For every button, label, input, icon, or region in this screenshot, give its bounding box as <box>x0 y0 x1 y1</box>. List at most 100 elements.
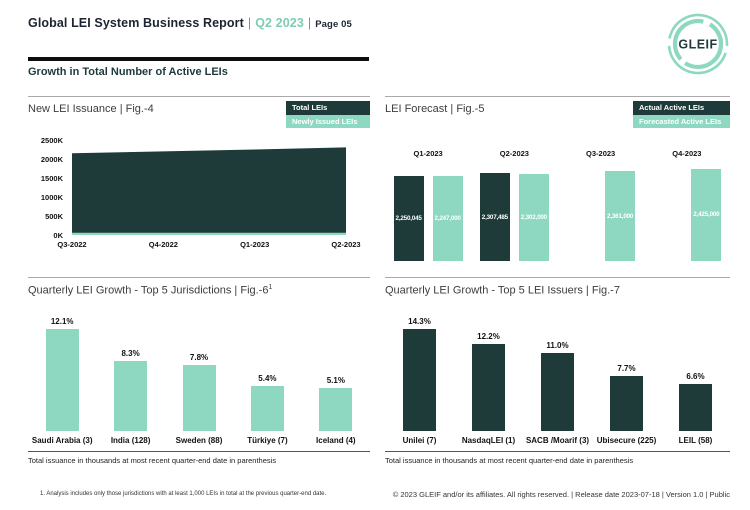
bar <box>250 385 284 431</box>
category-label: Sweden (88) <box>175 436 223 445</box>
bar-group: Q2-2023 2,307,485 2,302,000 <box>471 149 557 261</box>
chart-title-superscript: 1 <box>268 284 273 291</box>
bar-value-label: 2,425,000 <box>693 211 720 219</box>
bar-group: Q1-2023 2,250,045 2,247,000 <box>385 149 471 261</box>
bar-value-label: 7.7% <box>617 364 636 374</box>
category-label: Türkiye (7) <box>247 436 288 445</box>
y-tick-label: 2000K <box>40 154 63 164</box>
chart-panel-new-lei-issuance: New LEI Issuance | Fig.-4 Total LEIs New… <box>28 96 370 277</box>
bar-slots: 2,250,045 2,247,000 <box>385 166 471 261</box>
bar <box>472 344 505 431</box>
category-label: NasdaqLEI (1) <box>461 436 516 445</box>
y-axis: 2500K 2000K 1500K 1000K 500K 0K <box>28 136 72 240</box>
chart-title-text: Quarterly LEI Growth - Top 5 LEI Issuers… <box>385 284 620 297</box>
bar <box>114 361 148 431</box>
charts-grid: New LEI Issuance | Fig.-4 Total LEIs New… <box>28 96 730 465</box>
bar-value-label: 2,307,485 <box>481 213 508 221</box>
bar-column: 6.6% LEIL (58) <box>661 372 730 446</box>
bar-slot: 2,361,000 <box>605 171 636 261</box>
forecast-bar: 2,361,000 <box>605 171 636 261</box>
category-label: Iceland (4) <box>316 436 356 445</box>
bar-value-label: 2,302,000 <box>520 213 547 221</box>
y-tick-label: 2500K <box>40 135 63 145</box>
chart-title-text: Quarterly LEI Growth - Top 5 Jurisdictio… <box>28 284 269 297</box>
page-number: Page 05 <box>315 19 352 30</box>
chart-panel-lei-forecast: LEI Forecast | Fig.-5 Actual Active LEIs… <box>385 96 730 277</box>
panel-head: Quarterly LEI Growth - Top 5 LEI Issuers… <box>385 282 730 302</box>
bar-column: 12.2% NasdaqLEI (1) <box>454 332 523 446</box>
x-axis-label: Q4-2022 <box>148 240 178 249</box>
forecast-bar: 2,250,045 <box>393 175 424 261</box>
bar-slot: 2,425,000 <box>691 168 722 261</box>
chart-note: Total issuance in thousands at most rece… <box>385 451 730 465</box>
bar-slots: 2,361,000 <box>558 166 644 261</box>
copyright-line: © 2023 GLEIF and/or its affiliates. All … <box>392 490 730 499</box>
panel-head: New LEI Issuance | Fig.-4 Total LEIs New… <box>28 101 370 133</box>
plot-area <box>72 140 346 235</box>
legend-label: Forecasted Active LEIs <box>639 116 722 126</box>
bar <box>45 329 79 431</box>
category-label: SACB /Moarif (3) <box>525 436 590 445</box>
x-axis-label: Q2-2023 <box>331 240 361 249</box>
bar-column: 11.0% SACB /Moarif (3) <box>523 341 592 447</box>
legend-label: Total LEIs <box>292 103 328 113</box>
category-label: Unilei (7) <box>402 436 437 445</box>
bar-value-label: 7.8% <box>189 353 209 363</box>
gleif-logo-icon: GLEIF <box>667 13 729 75</box>
legend-item-total-leis: Total LEIs <box>286 101 370 115</box>
title-separator: | <box>247 16 252 30</box>
y-tick-label: 1500K <box>40 173 63 183</box>
bar-column: 7.8% Sweden (88) <box>165 353 233 446</box>
bar-chart: 14.3% Unilei (7) 12.2% NasdaqLEI (1) 11.0% SA… <box>385 308 730 446</box>
bar-value-label: 11.0% <box>546 340 569 350</box>
chart-title: LEI Forecast | Fig.-5 <box>385 103 485 115</box>
header-rule <box>28 57 369 61</box>
bar <box>541 352 574 431</box>
bar-value-label: 6.6% <box>686 371 705 381</box>
bar-slot: 2,247,000 <box>432 175 463 261</box>
gleif-logo: GLEIF <box>666 12 730 76</box>
category-label: Ubisecure (225) <box>596 436 657 445</box>
gleif-logo-text: GLEIF <box>678 38 717 52</box>
legend-label: Newly Issued LEIs <box>292 116 358 126</box>
area-series <box>72 147 346 235</box>
group-label: Q2-2023 <box>499 149 529 158</box>
bar-column: 8.3% India (128) <box>96 349 164 446</box>
group-label: Q4-2023 <box>672 149 702 158</box>
bar-column: 14.3% Unilei (7) <box>385 317 454 446</box>
report-title-line: Global LEI System Business Report | Q2 202… <box>28 12 352 30</box>
bar-value-label: 8.3% <box>121 349 140 358</box>
bar-value-label: 14.3% <box>408 317 431 326</box>
bar-value-label: 12.1% <box>50 317 74 326</box>
chart-title: Quarterly LEI Growth - Top 5 Jurisdictio… <box>28 284 272 302</box>
bar <box>182 365 216 431</box>
forecast-bar: 2,247,000 <box>432 175 463 261</box>
bar-slots: 2,425,000 <box>644 166 730 261</box>
grouped-bar-chart: Q1-2023 2,250,045 2,247,000 Q2-2023 2,307,48… <box>385 149 730 261</box>
chart-panel-top5-jurisdictions: Quarterly LEI Growth - Top 5 Jurisdictio… <box>28 277 370 465</box>
title-separator: | <box>307 16 312 30</box>
bar-group: Q4-2023 2,425,000 <box>644 149 730 261</box>
bar-slot: 2,250,045 <box>393 175 424 261</box>
category-label: LEIL (58) <box>678 436 713 445</box>
group-label: Q1-2023 <box>413 149 443 158</box>
y-tick-label: 1000K <box>40 192 63 202</box>
bar-column: 7.7% Ubisecure (225) <box>592 364 661 446</box>
bar <box>610 376 643 431</box>
bar <box>319 388 353 431</box>
bar-column: 5.4% Türkiye (7) <box>233 374 301 447</box>
legend-item-forecasted-active-leis: Forecasted Active LEIs <box>633 114 730 128</box>
bar-slots: 2,307,485 2,302,000 <box>471 166 557 261</box>
category-label: Saudi Arabia (3) <box>31 436 93 445</box>
bar-value-label: 12.2% <box>477 332 500 341</box>
forecast-bar: 2,302,000 <box>518 173 549 261</box>
chart-panel-top5-lei-issuers: Quarterly LEI Growth - Top 5 LEI Issuers… <box>385 277 730 465</box>
chart-legend: Total LEIs Newly Issued LEIs <box>286 101 370 133</box>
bar-value-label: 2,361,000 <box>607 212 634 220</box>
chart-title: Quarterly LEI Growth - Top 5 LEI Issuers… <box>385 284 620 302</box>
x-axis: Q3-2022 Q4-2022 Q1-2023 Q2-2023 <box>57 240 360 252</box>
legend-item-newly-issued-leis: Newly Issued LEIs <box>286 114 370 128</box>
forecast-bar: 2,307,485 <box>479 173 510 261</box>
group-label: Q3-2023 <box>586 149 616 158</box>
